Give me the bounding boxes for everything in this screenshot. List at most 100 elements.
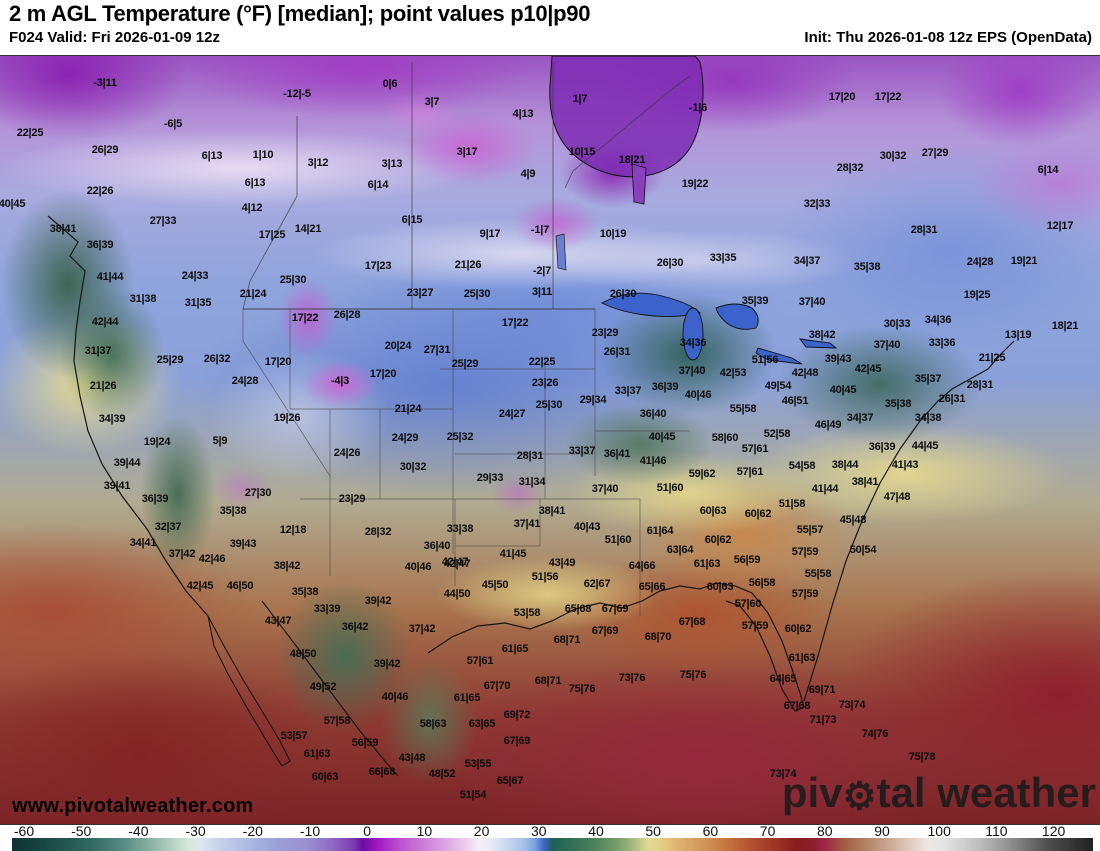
point-value: 20|24 [384, 340, 412, 352]
point-value: 67|68 [678, 616, 706, 628]
point-value: 39|43 [229, 538, 257, 550]
point-value: 17|22 [291, 312, 319, 324]
point-value: 57|61 [736, 466, 764, 478]
point-value: 0|6 [382, 78, 398, 90]
point-value: 26|30 [656, 257, 684, 269]
point-value: 1|10 [252, 149, 274, 161]
point-value: 40|45 [829, 384, 857, 396]
point-value: -2|7 [532, 265, 552, 277]
mexico-west-coastline [261, 600, 399, 777]
point-value: 12|18 [279, 524, 307, 536]
point-value: 28|32 [836, 162, 864, 174]
point-value: 60|63 [311, 771, 339, 783]
point-value: 21|24 [239, 288, 267, 300]
colorbar-tick-label: -50 [71, 823, 92, 839]
brand-watermark: piv⚙tal weather [781, 769, 1096, 817]
point-value: 42|45 [854, 363, 882, 375]
point-value: 44|50 [443, 588, 471, 600]
point-value: 37|40 [678, 365, 706, 377]
point-value: 58|60 [711, 432, 739, 444]
point-value: 5|9 [212, 435, 228, 447]
point-value: 27|29 [921, 147, 949, 159]
geo-overlay [47, 56, 1015, 777]
lake-ontario [798, 338, 838, 349]
point-value: 43|48 [398, 752, 426, 764]
lake-superior [601, 292, 701, 318]
point-value: 35|38 [219, 505, 247, 517]
point-value: 28|31 [910, 224, 938, 236]
point-value: 23|26 [531, 377, 559, 389]
point-value: 63|64 [666, 544, 694, 556]
point-value: 33|37 [568, 445, 596, 457]
point-value: 19|22 [681, 178, 709, 190]
point-value: 61|63 [788, 652, 816, 664]
point-value: -12|-5 [283, 88, 311, 100]
point-value: 42|48 [791, 367, 819, 379]
point-value: 74|76 [861, 728, 889, 740]
james-bay [631, 163, 647, 205]
point-value: 19|21 [1010, 255, 1038, 267]
point-value: 10|15 [568, 146, 596, 158]
point-value: 51|60 [604, 534, 632, 546]
colorbar-tick-label: 100 [927, 823, 951, 839]
point-value: 23|29 [338, 493, 366, 505]
point-value: 67|68 [783, 700, 811, 712]
colorbar-tick-label: -10 [299, 823, 321, 839]
point-value: 43|47 [264, 615, 292, 627]
point-value: 57|60 [734, 598, 762, 610]
site-watermark: www.pivotalweather.com [12, 795, 254, 817]
point-value: 65|68 [564, 603, 592, 615]
point-value: 69|72 [503, 709, 531, 721]
page-title: 2 m AGL Temperature (°F) [median]; point… [9, 1, 591, 26]
point-value: 51|56 [751, 354, 779, 366]
point-value: 26|31 [938, 393, 966, 405]
point-value: 40|45 [0, 198, 26, 210]
point-value: 1|7 [572, 93, 588, 105]
colorbar-tick-label: 30 [531, 823, 547, 839]
point-value: 34|37 [846, 412, 874, 424]
point-value: 4|13 [512, 108, 534, 120]
point-value: 36|41 [603, 448, 631, 460]
baja-coastline [207, 615, 291, 767]
point-value: 39|42 [373, 658, 401, 670]
point-value: 67|69 [591, 625, 619, 637]
point-value: 13|19 [1004, 329, 1032, 341]
point-value: 43|49 [548, 557, 576, 569]
gulf-coastline [427, 582, 805, 712]
point-value: 58|63 [419, 718, 447, 730]
lake-winnipeg [555, 233, 567, 271]
point-value: 44|45 [911, 440, 939, 452]
point-value: 28|31 [966, 379, 994, 391]
colorbar-tick-label: 120 [1041, 823, 1066, 839]
point-value: 30|33 [883, 318, 911, 330]
point-value: 27|30 [244, 487, 272, 499]
point-value: 25|30 [535, 399, 563, 411]
point-value: 36|39 [651, 381, 679, 393]
point-value: 60|62 [704, 534, 732, 546]
point-value: 55|58 [729, 403, 757, 415]
colorbar-tick-label: 10 [416, 823, 433, 839]
point-value: 21|24 [394, 403, 422, 415]
point-value: 6|14 [367, 179, 389, 191]
point-value: 23|29 [591, 327, 619, 339]
colorbar-tick-label: -30 [185, 823, 206, 839]
point-value: 6|14 [1037, 164, 1059, 176]
point-value: 32|37 [154, 521, 182, 533]
point-value: 60|63 [706, 581, 734, 593]
temperature-map[interactable]: -3|11 22|25 -6|5 26|29 6|13 1|10 6|13 22|26 40|4… [0, 55, 1100, 825]
brand-pre: piv [781, 769, 843, 816]
point-value: 32|33 [803, 198, 831, 210]
point-value: 57|59 [741, 620, 769, 632]
point-value: 24|28 [966, 256, 994, 268]
point-value: 33|36 [928, 337, 956, 349]
point-value: 52|58 [763, 428, 791, 440]
point-value: 53|58 [513, 607, 541, 619]
point-value: 26|30 [609, 288, 637, 300]
point-value: 21|26 [454, 259, 482, 271]
point-value: 60|63 [699, 505, 727, 517]
point-value: 48|50 [289, 648, 317, 660]
point-value: 38|41 [851, 476, 879, 488]
point-value: 40|46 [404, 561, 432, 573]
point-value: 17|20 [264, 356, 292, 368]
point-value: 61|65 [501, 643, 529, 655]
